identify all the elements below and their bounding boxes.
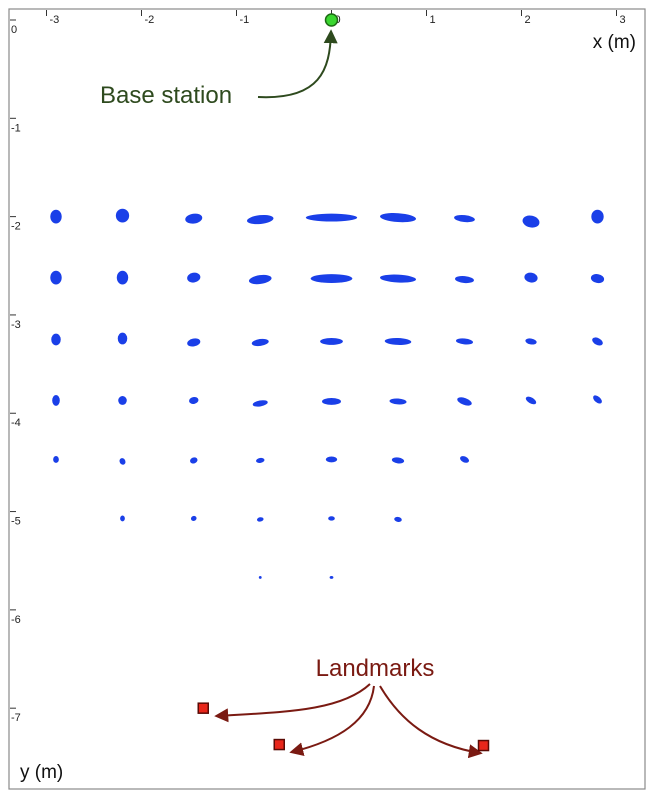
uncertainty-ellipse	[251, 338, 269, 347]
uncertainty-ellipse	[118, 396, 127, 405]
uncertainty-ellipse	[389, 398, 407, 405]
uncertainty-ellipse	[320, 338, 343, 345]
y-tick-label: -2	[11, 221, 21, 233]
uncertainty-ellipse	[256, 517, 264, 522]
x-axis-label: x (m)	[593, 32, 636, 53]
uncertainty-ellipse	[117, 332, 128, 345]
landmarks-annotation: Landmarks	[316, 655, 435, 682]
uncertainty-ellipse	[391, 457, 405, 464]
landmark-marker	[273, 738, 285, 751]
y-tick-label: -7	[11, 712, 21, 724]
uncertainty-ellipse	[53, 456, 59, 463]
uncertainty-ellipse	[525, 338, 537, 345]
uncertainty-ellipse	[592, 337, 603, 346]
x-tick-label: 2	[525, 14, 531, 26]
landmark-arrow	[289, 685, 375, 757]
y-tick-label: -6	[11, 614, 21, 626]
uncertainty-ellipse	[379, 213, 417, 223]
base-station-annotation: Base station	[100, 82, 232, 109]
landmark-arrow	[379, 685, 483, 759]
uncertainty-ellipse	[590, 274, 605, 284]
uncertainty-ellipse	[258, 575, 262, 579]
x-tick-label: -3	[50, 14, 60, 26]
base-station-arrow	[257, 29, 338, 99]
uncertainty-ellipse	[190, 515, 197, 521]
base-station-marker	[324, 13, 339, 27]
uncertainty-ellipse	[185, 213, 203, 224]
uncertainty-ellipse	[187, 272, 201, 283]
uncertainty-ellipse	[455, 338, 474, 345]
landmark-marker	[197, 702, 209, 714]
uncertainty-ellipse	[256, 457, 265, 463]
uncertainty-ellipse	[460, 456, 469, 463]
y-tick-label: -4	[11, 417, 21, 429]
y-tick-label: -5	[11, 516, 21, 528]
uncertainty-ellipse	[328, 516, 335, 521]
uncertainty-ellipse	[591, 209, 604, 224]
uncertainty-ellipse	[119, 458, 126, 465]
y-axis-label: y (m)	[20, 762, 63, 783]
uncertainty-ellipse	[120, 515, 125, 522]
landmark-arrow	[214, 683, 371, 723]
uncertainty-ellipse	[525, 396, 537, 405]
landmark-arrows	[214, 683, 483, 759]
uncertainty-ellipse	[51, 333, 61, 346]
uncertainty-ellipse	[189, 396, 199, 404]
uncertainty-ellipse	[190, 457, 198, 464]
x-tick-label: -2	[145, 14, 155, 26]
uncertainty-ellipse	[522, 215, 540, 228]
y-tick-label: -3	[11, 319, 21, 331]
uncertainty-ellipse	[248, 274, 272, 285]
uncertainty-ellipse	[379, 274, 417, 283]
uncertainty-ellipse	[305, 213, 358, 222]
x-tick-label: 1	[430, 14, 436, 26]
uncertainty-ellipse	[329, 575, 334, 579]
uncertainty-ellipse	[116, 270, 129, 285]
uncertainty-ellipse	[457, 397, 472, 406]
uncertainty-ellipse	[384, 338, 412, 345]
uncertainty-ellipse	[50, 270, 62, 285]
markers	[197, 13, 490, 752]
uncertainty-ellipse	[593, 395, 602, 404]
y-axis: 0 -1 -2 -3 -4 -5 -6 -7	[10, 19, 21, 724]
uncertainty-ellipse	[455, 276, 474, 284]
uncertainty-ellipse	[252, 400, 268, 407]
x-tick-label: -1	[240, 14, 250, 26]
y-tick-label: -1	[11, 122, 21, 134]
uncertainty-ellipse	[524, 272, 538, 283]
uncertainty-ellipse	[247, 214, 274, 225]
uncertainty-ellipse	[325, 456, 338, 463]
uncertainty-ellipse	[50, 209, 62, 224]
uncertainty-ellipse	[115, 208, 130, 223]
y-tick-label: 0	[11, 24, 17, 36]
uncertainty-ellipse	[187, 338, 201, 347]
uncertainty-ellipse	[322, 398, 341, 405]
uncertainty-ellipse	[52, 395, 60, 406]
landmark-marker	[477, 739, 490, 752]
uncertainty-ellipse	[454, 214, 475, 223]
uncertainty-ellipses	[50, 208, 605, 579]
uncertainty-ellipse	[310, 274, 353, 283]
x-tick-label: 3	[620, 14, 626, 26]
uncertainty-ellipse	[394, 516, 402, 522]
plot-frame	[8, 8, 646, 790]
